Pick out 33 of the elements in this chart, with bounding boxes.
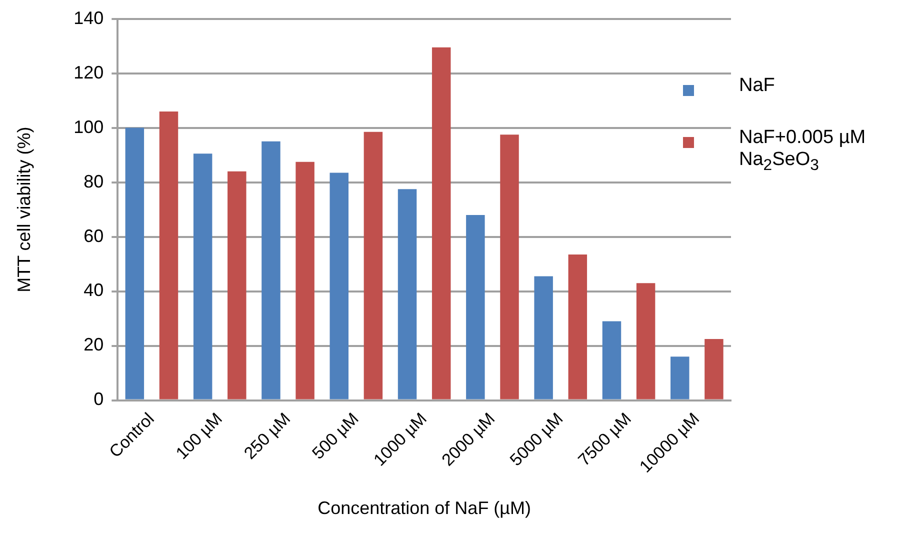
bar <box>330 172 348 400</box>
bar <box>602 321 622 400</box>
y-tick-label: 20 <box>84 334 104 355</box>
bar <box>568 254 588 400</box>
y-tick-label: 40 <box>84 280 104 300</box>
y-tick-label: 0 <box>94 389 104 410</box>
bar <box>704 338 724 400</box>
bar <box>262 141 280 400</box>
bar <box>296 162 314 400</box>
bar <box>466 214 485 400</box>
y-tick-label: 120 <box>74 62 104 82</box>
x-tick-label: 500 µM <box>308 409 362 463</box>
bar <box>636 283 656 400</box>
x-tick-label: 250 µM <box>240 409 294 463</box>
y-tick-label: 100 <box>74 116 104 137</box>
bar <box>159 111 178 400</box>
bar <box>125 128 144 400</box>
bar <box>398 189 417 400</box>
legend-label: NaF <box>739 75 775 97</box>
bar <box>534 276 553 400</box>
bar <box>364 132 383 400</box>
y-tick-label: 60 <box>84 226 104 246</box>
legend-label: NaF+0.005 µM Na$_{2}$SeO$_{3}$ <box>739 127 867 175</box>
bar <box>432 47 451 400</box>
y-tick-label: 80 <box>84 171 104 192</box>
y-tick-label: 140 <box>74 8 104 28</box>
x-axis-title: Concentration of NaF (µM) <box>318 498 532 518</box>
bar <box>228 171 246 400</box>
x-tick-label: 100 µM <box>172 409 226 463</box>
y-axis-title: MTT cell viability (%) <box>14 126 34 292</box>
bar <box>670 356 690 400</box>
bar <box>500 134 519 400</box>
bar <box>193 154 212 400</box>
